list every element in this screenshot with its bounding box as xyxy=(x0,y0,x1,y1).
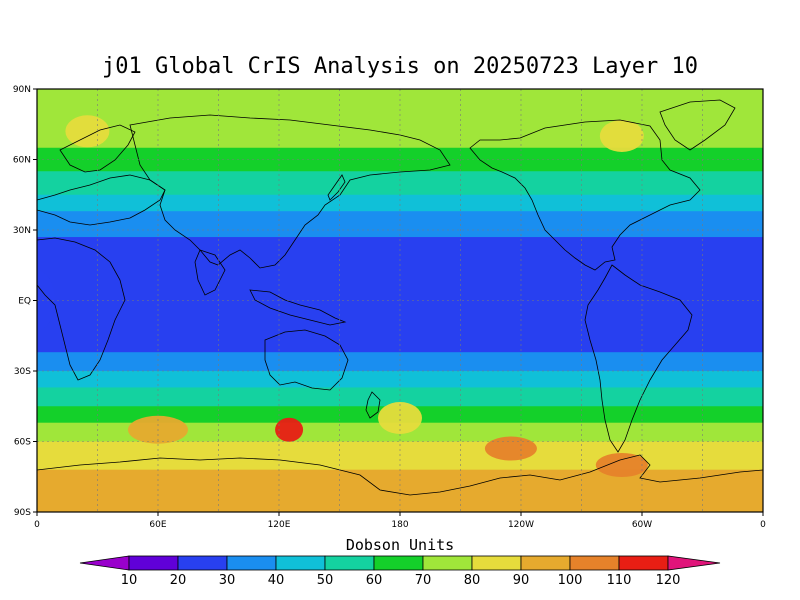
coastline-south-america xyxy=(584,264,693,453)
coastline-new-zealand xyxy=(365,391,381,419)
colorbar-label: 90 xyxy=(513,573,530,588)
coastline-africa xyxy=(37,237,126,381)
lat-tick-label: 60S xyxy=(14,438,31,448)
ozone-feature-6 xyxy=(599,120,644,152)
colorbar-label: 110 xyxy=(607,573,632,588)
map-title: j01 Global CrIS Analysis on 20250723 Lay… xyxy=(101,54,699,79)
lat-tick-label: 90S xyxy=(14,508,31,518)
zonal-band-6 xyxy=(37,352,763,372)
colorbar-segment xyxy=(618,555,669,571)
zonal-band-12 xyxy=(37,469,763,512)
colorbar-segment xyxy=(520,555,571,571)
colorbar-segment xyxy=(128,555,179,571)
coastline-europe xyxy=(37,174,166,226)
colorbar-label: 120 xyxy=(656,573,681,588)
lat-tick-label: 30S xyxy=(14,367,31,377)
colorbar-segment xyxy=(471,555,522,571)
colorbar-label: 60 xyxy=(366,573,383,588)
colorbar-label: 70 xyxy=(415,573,432,588)
colorbar-min-arrow xyxy=(79,555,130,571)
coastline-north-america xyxy=(469,119,701,271)
colorbar-max-arrow xyxy=(667,555,721,571)
colorbar-segment xyxy=(422,555,473,571)
ozone-feature-7 xyxy=(65,115,110,148)
ozone-feature-3 xyxy=(378,402,422,434)
coastline-scandinavia xyxy=(59,124,136,173)
colorbar-label: 30 xyxy=(219,573,236,588)
colorbar-title: Dobson Units xyxy=(345,536,455,554)
graticule xyxy=(37,89,763,512)
colorbar-segment xyxy=(226,555,277,571)
lon-tick-label: 60W xyxy=(632,520,652,530)
colorbar-segment xyxy=(373,555,424,571)
colorbar-label: 40 xyxy=(268,573,285,588)
latitude-axis: 90N 60N 30N EQ 30S 60S 90S xyxy=(13,85,37,518)
longitude-axis: 0 60E 120E 180 120W 60W 0 xyxy=(34,512,766,530)
lon-tick-label: 180 xyxy=(391,520,408,530)
colorbar-label: 100 xyxy=(558,573,583,588)
ozone-feature-2 xyxy=(275,417,304,442)
lon-tick-label: 60E xyxy=(149,520,166,530)
colorbar-label: 50 xyxy=(317,573,334,588)
zonal-band-8 xyxy=(37,387,763,407)
ozone-feature-5 xyxy=(595,453,648,477)
coastline-asia xyxy=(129,114,451,269)
lat-tick-label: EQ xyxy=(18,297,31,307)
coastline-maritime xyxy=(249,289,347,326)
zonal-band-3 xyxy=(37,194,763,212)
colorbar-label: 10 xyxy=(121,573,138,588)
colorbar-segment xyxy=(324,555,375,571)
colorbar-segment xyxy=(177,555,228,571)
coastline-india xyxy=(194,249,226,296)
lon-tick-label: 120E xyxy=(268,520,291,530)
lon-tick-label: 120W xyxy=(508,520,534,530)
ozone-feature-0 xyxy=(37,270,55,331)
lat-tick-label: 30N xyxy=(13,226,31,236)
ozone-feature-4 xyxy=(484,436,537,461)
colorbar-label: 20 xyxy=(170,573,187,588)
lat-tick-label: 90N xyxy=(13,85,31,95)
coastline-antarctica xyxy=(37,454,763,496)
colorbar-segment xyxy=(275,555,326,571)
lon-tick-label: 0 xyxy=(34,520,40,530)
lon-tick-label: 0 xyxy=(760,520,766,530)
coastline-australia xyxy=(264,329,349,391)
coastline-japan xyxy=(327,174,346,201)
lat-tick-label: 60N xyxy=(13,156,31,166)
coastline-greenland xyxy=(659,99,736,151)
ozone-field xyxy=(37,89,763,512)
colorbar: 10 20 30 40 50 60 70 80 90 100 110 120 xyxy=(79,555,721,588)
colorbar-label: 80 xyxy=(464,573,481,588)
colorbar-segment xyxy=(569,555,620,571)
coastlines xyxy=(37,99,763,496)
